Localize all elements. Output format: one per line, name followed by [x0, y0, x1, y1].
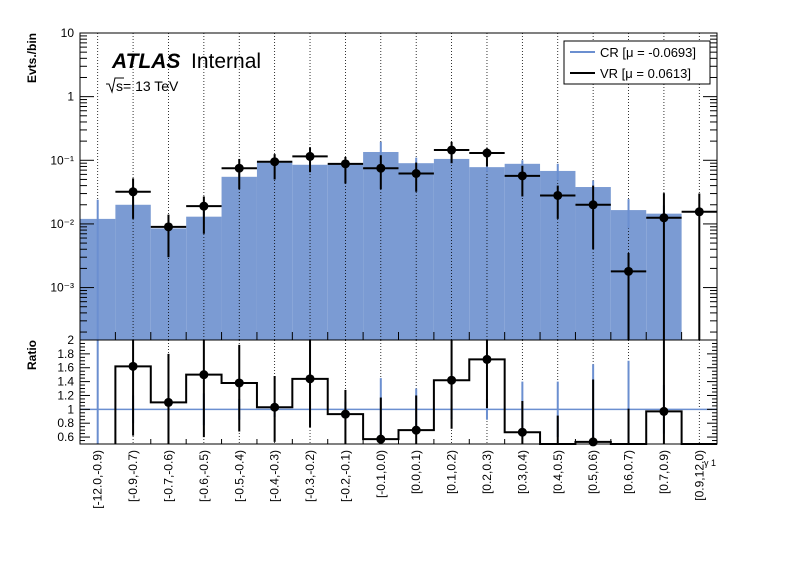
ratio-x-ticks	[79, 439, 718, 444]
ratio-point	[517, 427, 527, 437]
x-tick-label: [0.5,0.6)	[586, 450, 600, 494]
ratio-point	[163, 397, 173, 407]
ratio-y-tick-label: 1.2	[57, 388, 74, 402]
ratio-y-axis-title: Ratio	[25, 340, 39, 370]
x-tick-label: [-0.9,-0.7)	[126, 450, 140, 502]
x-tick-label: [0.7,0.9)	[657, 450, 671, 494]
x-tick-label: [0.1,0.2)	[445, 450, 459, 494]
x-tick-label: [0.6,0.7)	[622, 450, 636, 494]
ratio-point	[447, 375, 457, 385]
vr-point	[128, 187, 138, 197]
top-panel: 10 1 10⁻¹ 10⁻² 10⁻³ Evts./bin ATLAS Internal…	[25, 26, 718, 341]
cr-bar	[327, 163, 364, 340]
legend: CR [μ = -0.0693] VR [μ = 0.0613]	[563, 40, 711, 85]
x-tick-label: [-12.0,-0.9)	[91, 450, 105, 509]
top-y-tick-label: 10⁻²	[50, 217, 74, 231]
vr-points	[115, 141, 717, 340]
x-tick-label: [-0.1,0.0)	[374, 450, 388, 498]
vr-point	[553, 190, 563, 200]
vr-point	[376, 163, 386, 173]
ratio-point	[411, 425, 421, 435]
vr-point	[588, 200, 598, 210]
vr-point	[659, 213, 669, 223]
top-y-tick-label: 1	[67, 90, 74, 104]
ratio-point	[588, 437, 598, 447]
x-tick-label: [0.0,0.1)	[409, 450, 423, 494]
ratio-point	[340, 409, 350, 419]
x-tick-label: [-0.2,-0.1)	[338, 450, 352, 502]
vr-point	[234, 163, 244, 173]
ratio-y-tick-label: 1	[67, 402, 74, 416]
legend-vr-label: VR [μ = 0.0613]	[600, 66, 691, 81]
top-y-axis-title: Evts./bin	[25, 33, 39, 83]
internal-label: Internal	[191, 50, 261, 73]
ratio-y-tick-label: 2	[67, 333, 74, 347]
ratio-point	[659, 406, 669, 416]
vr-point	[305, 151, 315, 161]
x-tick-labels: [-12.0,-0.9) [-0.9,-0.7) [-0.7,-0.6) [-0.6,…	[91, 450, 707, 509]
ratio-point	[305, 374, 315, 384]
vr-point	[694, 207, 704, 217]
vr-point	[517, 171, 527, 181]
vr-point	[447, 145, 457, 155]
ratio-point	[482, 354, 492, 364]
atlas-label: ATLAS	[111, 50, 180, 73]
ratio-y-tick-label: 0.6	[57, 430, 74, 444]
x-tick-label: [0.2,0.3)	[480, 450, 494, 494]
ratio-y-tick-label: 1.4	[57, 375, 74, 389]
vr-point	[199, 201, 209, 211]
vr-point	[270, 157, 280, 167]
x-tick-label: [-0.6,-0.5)	[197, 450, 211, 502]
x-tick-label: [-0.7,-0.6)	[161, 450, 175, 502]
ratio-point	[128, 361, 138, 371]
ratio-point	[270, 402, 280, 412]
energy-sqrt-symbol: s	[116, 78, 123, 94]
x-tick-label: [-0.3,-0.2)	[303, 450, 317, 502]
vr-point	[340, 159, 350, 169]
ratio-y-axis: 0.60.811.21.41.61.82	[57, 333, 717, 445]
top-y-tick-label: 10⁻¹	[50, 153, 74, 167]
cr-bar	[469, 167, 505, 340]
energy-label: s = 13 TeV	[106, 77, 179, 94]
x-tick-label: [0.9,12.0)	[692, 450, 706, 501]
vr-point	[163, 222, 173, 232]
ratio-points	[128, 340, 669, 447]
x-tick-label: [-0.5,-0.4)	[232, 450, 246, 502]
ratio-point	[234, 378, 244, 388]
top-x-ticks	[79, 332, 718, 340]
ratio-point	[376, 434, 386, 444]
top-y-tick-label: 10	[61, 26, 75, 40]
ratio-point	[199, 370, 209, 380]
cr-bar	[115, 204, 151, 340]
ratio-panel: 0.60.811.21.41.61.82 Ratio	[25, 333, 718, 447]
ratio-y-tick-label: 1.8	[57, 347, 74, 361]
ratio-y-tick-label: 1.6	[57, 361, 74, 375]
vr-point	[624, 266, 634, 276]
x-tick-label: [-0.4,-0.3)	[268, 450, 282, 502]
sqrt-sign	[106, 77, 124, 94]
x-tick-label: [0.4,0.5)	[551, 450, 565, 494]
top-y-tick-label: 10⁻³	[50, 281, 74, 295]
energy-value: = 13 TeV	[123, 78, 179, 94]
cr-histogram	[80, 151, 682, 340]
x-axis-title: γ 1	[704, 458, 716, 468]
vr-point	[411, 168, 421, 178]
x-tick-label: [0.3,0.4)	[515, 450, 529, 494]
legend-cr-label: CR [μ = -0.0693]	[600, 45, 696, 60]
vr-point	[482, 148, 492, 158]
top-y-axis: 10 1 10⁻¹ 10⁻² 10⁻³	[50, 26, 717, 333]
ratio-y-tick-label: 0.8	[57, 416, 74, 430]
legend-box	[563, 40, 711, 85]
